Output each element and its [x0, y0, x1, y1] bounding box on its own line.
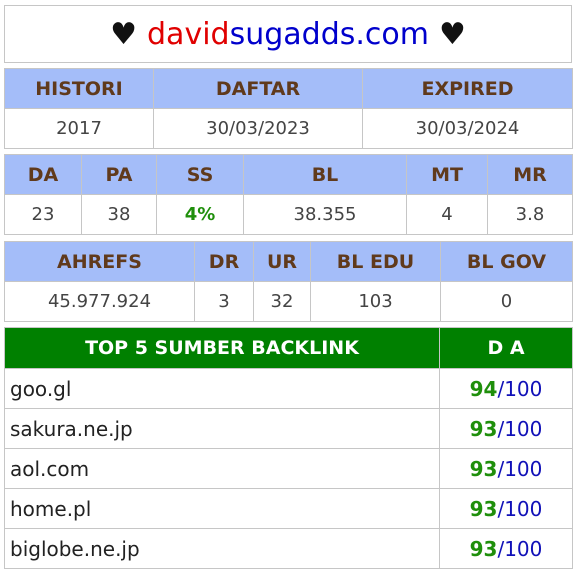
expired-value: 30/03/2024 — [362, 108, 573, 149]
ahrefs-value: 45.977.924 — [4, 281, 195, 322]
bl-gov-header: BL GOV — [440, 241, 573, 282]
backlink-max: /100 — [497, 536, 543, 561]
mt-value: 4 — [406, 194, 488, 235]
da-value: 23 — [4, 194, 82, 235]
daftar-header: DAFTAR — [153, 68, 363, 109]
metrics-table: DA PA SS BL MT MR 23 38 4% 38.355 4 3.8 — [4, 154, 573, 235]
pa-value: 38 — [81, 194, 157, 235]
dr-value: 3 — [194, 281, 254, 322]
backlinks-da-header: D A — [439, 327, 573, 369]
table-row: biglobe.ne.jp 93/100 — [4, 528, 573, 569]
backlink-source: goo.gl — [4, 368, 440, 409]
backlink-da: 93/100 — [439, 528, 573, 569]
heart-right-icon: ♥ — [438, 16, 466, 52]
ur-value: 32 — [253, 281, 311, 322]
backlinks-title: TOP 5 SUMBER BACKLINK — [4, 327, 440, 369]
table-row: goo.gl 94/100 — [4, 368, 573, 409]
histori-header: HISTORI — [4, 68, 154, 109]
backlink-max: /100 — [497, 376, 543, 401]
ahrefs-table: AHREFS DR UR BL EDU BL GOV 45.977.924 3 … — [4, 241, 573, 322]
site-title: ♥ david sugadds.com ♥ — [4, 5, 572, 63]
backlink-da: 94/100 — [439, 368, 573, 409]
table-row: home.pl 93/100 — [4, 488, 573, 529]
table-row: sakura.ne.jp 93/100 — [4, 408, 573, 449]
backlink-da: 93/100 — [439, 408, 573, 449]
backlinks-table: TOP 5 SUMBER BACKLINK D A goo.gl 94/100 … — [4, 327, 573, 569]
bl-edu-value: 103 — [310, 281, 441, 322]
backlink-score: 94 — [469, 376, 498, 401]
backlink-score: 93 — [469, 456, 498, 481]
mr-header: MR — [487, 154, 573, 195]
backlink-max: /100 — [497, 416, 543, 441]
backlink-score: 93 — [469, 416, 498, 441]
bl-gov-value: 0 — [440, 281, 573, 322]
mt-header: MT — [406, 154, 488, 195]
backlink-source: sakura.ne.jp — [4, 408, 440, 449]
backlink-source: aol.com — [4, 448, 440, 489]
backlink-da: 93/100 — [439, 448, 573, 489]
domain-info-table: HISTORI DAFTAR EXPIRED 2017 30/03/2023 3… — [4, 68, 573, 149]
pa-header: PA — [81, 154, 157, 195]
ur-header: UR — [253, 241, 311, 282]
ahrefs-header: AHREFS — [4, 241, 195, 282]
da-header: DA — [4, 154, 82, 195]
backlink-source: biglobe.ne.jp — [4, 528, 440, 569]
ss-value: 4% — [156, 194, 244, 235]
expired-header: EXPIRED — [362, 68, 573, 109]
backlink-score: 93 — [469, 536, 498, 561]
backlink-max: /100 — [497, 496, 543, 521]
backlink-score: 93 — [469, 496, 498, 521]
histori-value: 2017 — [4, 108, 154, 149]
backlink-source: home.pl — [4, 488, 440, 529]
bl-header: BL — [243, 154, 407, 195]
dr-header: DR — [194, 241, 254, 282]
table-row: aol.com 93/100 — [4, 448, 573, 489]
site-name-part1: david — [147, 16, 230, 52]
ss-header: SS — [156, 154, 244, 195]
mr-value: 3.8 — [487, 194, 573, 235]
site-name-part2: sugadds.com — [229, 16, 429, 52]
heart-left-icon: ♥ — [110, 16, 138, 52]
backlink-max: /100 — [497, 456, 543, 481]
daftar-value: 30/03/2023 — [153, 108, 363, 149]
backlink-da: 93/100 — [439, 488, 573, 529]
bl-edu-header: BL EDU — [310, 241, 441, 282]
bl-value: 38.355 — [243, 194, 407, 235]
